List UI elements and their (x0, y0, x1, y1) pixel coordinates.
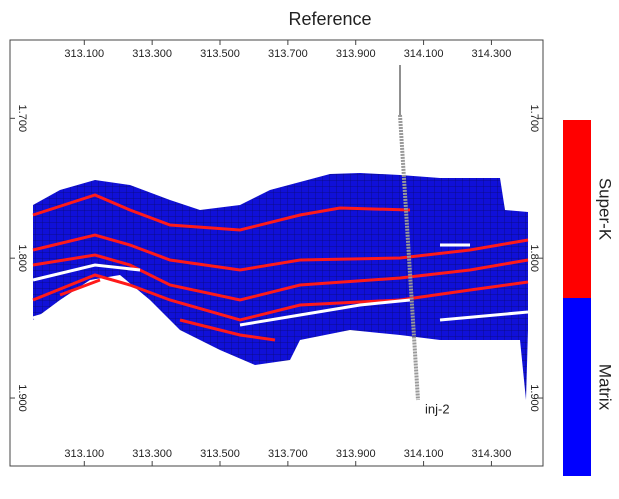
super-k-layer (59, 278, 101, 297)
gap (439, 310, 529, 322)
legend-swatch (563, 120, 591, 298)
chart-title: Reference (288, 9, 371, 29)
x-tick-label: 314.300 (472, 48, 512, 60)
x-tick-label: 313.900 (336, 448, 376, 460)
x-tick-label: 314.100 (404, 448, 444, 460)
x-tick-label: 313.700 (268, 448, 308, 460)
x-tick-label: 313.900 (336, 48, 376, 60)
super-k-layer (32, 233, 529, 272)
legend-swatch (563, 298, 591, 476)
y-tick-label: 1.800 (528, 244, 540, 272)
y-tick-label: 1.800 (16, 244, 28, 272)
legend-label: Matrix (596, 364, 615, 411)
gap (32, 263, 141, 282)
y-tick-label: 1.900 (528, 384, 540, 412)
well-path (398, 114, 420, 401)
super-k-layer (32, 273, 529, 322)
y-tick-label: 1.700 (16, 105, 28, 133)
gaps (32, 243, 529, 327)
y-tick-label: 1.700 (528, 105, 540, 133)
x-tick-label: 314.300 (472, 448, 512, 460)
x-tick-label: 313.500 (200, 448, 240, 460)
x-tick-label: 314.100 (404, 48, 444, 60)
x-tick-label: 313.100 (64, 448, 104, 460)
super-k-layer (32, 253, 529, 302)
x-tick-label: 313.700 (268, 48, 308, 60)
y-tick-label: 1.900 (16, 384, 28, 412)
plot-frame (9, 39, 544, 467)
legend-label: Super-K (596, 178, 615, 241)
well-label: inj-2 (425, 401, 450, 416)
x-tick-label: 313.100 (64, 48, 104, 60)
matrix-cells (33, 173, 528, 400)
super-k-layers (32, 193, 529, 342)
gap (32, 298, 131, 320)
gap (239, 298, 411, 327)
super-k-layer (179, 318, 276, 342)
reservoir-section (32, 173, 529, 400)
x-tick-label: 313.300 (132, 48, 172, 60)
x-tick-label: 313.500 (200, 48, 240, 60)
super-k-layer (32, 193, 411, 232)
x-tick-label: 313.300 (132, 448, 172, 460)
